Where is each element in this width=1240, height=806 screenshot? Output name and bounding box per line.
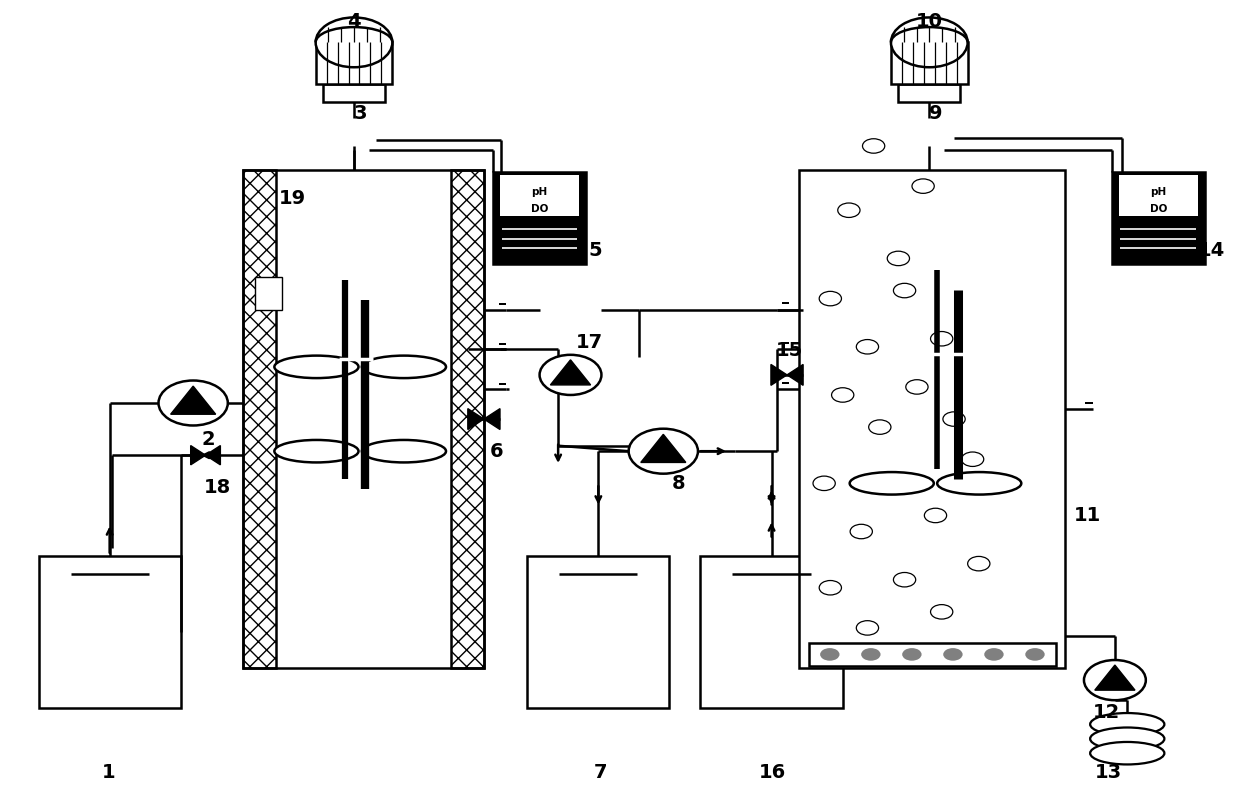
- Text: 17: 17: [575, 333, 603, 352]
- Circle shape: [942, 412, 965, 426]
- Circle shape: [838, 203, 861, 218]
- Polygon shape: [467, 409, 484, 430]
- Polygon shape: [484, 409, 500, 430]
- Circle shape: [924, 509, 946, 522]
- Text: 1: 1: [102, 763, 115, 782]
- Bar: [316, 43, 392, 84]
- Text: 15: 15: [776, 341, 804, 360]
- Circle shape: [869, 420, 892, 434]
- Text: 12: 12: [1092, 703, 1120, 721]
- Text: 9: 9: [929, 104, 942, 123]
- Circle shape: [944, 648, 962, 661]
- Polygon shape: [787, 364, 804, 385]
- Bar: [810, 643, 1055, 666]
- Text: 8: 8: [671, 474, 684, 492]
- Ellipse shape: [1090, 728, 1164, 750]
- Circle shape: [888, 476, 909, 491]
- Bar: [701, 555, 843, 708]
- Circle shape: [820, 580, 842, 595]
- Circle shape: [861, 648, 880, 661]
- Circle shape: [905, 380, 928, 394]
- Circle shape: [820, 648, 839, 661]
- Polygon shape: [206, 446, 221, 465]
- Text: pH: pH: [1149, 188, 1167, 197]
- Text: 6: 6: [490, 442, 503, 461]
- Ellipse shape: [937, 472, 1022, 495]
- Circle shape: [930, 331, 952, 346]
- Text: DO: DO: [1149, 204, 1167, 214]
- Circle shape: [820, 291, 842, 305]
- Bar: [1118, 175, 1198, 217]
- Text: 14: 14: [1198, 241, 1225, 260]
- Circle shape: [851, 524, 873, 538]
- Polygon shape: [171, 386, 216, 414]
- Circle shape: [813, 476, 836, 491]
- Circle shape: [857, 621, 879, 635]
- Circle shape: [1025, 648, 1044, 661]
- Polygon shape: [191, 446, 206, 465]
- Text: 10: 10: [916, 12, 942, 31]
- Polygon shape: [641, 434, 686, 463]
- Ellipse shape: [274, 355, 358, 378]
- Text: 3: 3: [353, 104, 367, 123]
- Bar: [243, 170, 484, 668]
- Bar: [527, 555, 670, 708]
- Circle shape: [832, 388, 854, 402]
- Text: 5: 5: [589, 241, 603, 260]
- Text: 7: 7: [594, 763, 606, 782]
- Bar: [800, 170, 1065, 668]
- Text: 2: 2: [201, 430, 215, 449]
- Polygon shape: [771, 364, 787, 385]
- Circle shape: [316, 18, 392, 67]
- Circle shape: [863, 139, 885, 153]
- Ellipse shape: [362, 440, 446, 463]
- Bar: [255, 277, 283, 310]
- Circle shape: [961, 452, 983, 467]
- Bar: [450, 170, 484, 668]
- Bar: [500, 175, 579, 217]
- Circle shape: [894, 284, 915, 297]
- Circle shape: [159, 380, 228, 426]
- Circle shape: [894, 572, 915, 587]
- Circle shape: [539, 355, 601, 395]
- Bar: [892, 43, 967, 84]
- Circle shape: [892, 18, 967, 67]
- Bar: [494, 172, 587, 264]
- Text: pH: pH: [532, 188, 548, 197]
- Text: DO: DO: [531, 204, 548, 214]
- Circle shape: [903, 648, 921, 661]
- Text: 4: 4: [347, 12, 361, 31]
- Ellipse shape: [1090, 742, 1164, 764]
- Text: 19: 19: [279, 189, 306, 208]
- Ellipse shape: [849, 472, 934, 495]
- Ellipse shape: [274, 440, 358, 463]
- Circle shape: [888, 251, 909, 266]
- Polygon shape: [551, 359, 590, 385]
- Circle shape: [930, 604, 952, 619]
- Bar: [1112, 172, 1204, 264]
- Text: 16: 16: [759, 763, 786, 782]
- Ellipse shape: [1090, 713, 1164, 736]
- Ellipse shape: [362, 355, 446, 378]
- Circle shape: [967, 556, 990, 571]
- Circle shape: [985, 648, 1003, 661]
- Circle shape: [629, 429, 698, 474]
- Text: 11: 11: [1074, 506, 1101, 525]
- Bar: [243, 170, 277, 668]
- Circle shape: [1084, 660, 1146, 700]
- Bar: [898, 84, 960, 102]
- Bar: [324, 84, 384, 102]
- Circle shape: [911, 179, 934, 193]
- Circle shape: [857, 339, 879, 354]
- Text: 18: 18: [205, 478, 232, 496]
- Polygon shape: [1095, 665, 1135, 690]
- Text: 13: 13: [1095, 763, 1122, 782]
- Bar: [38, 555, 181, 708]
